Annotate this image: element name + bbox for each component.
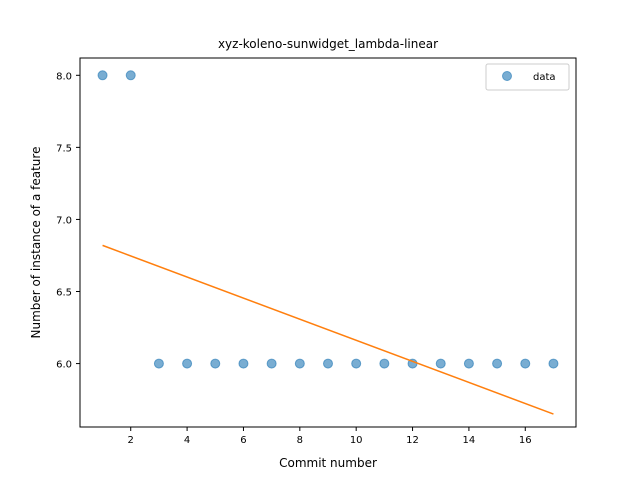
y-tick-label: 6.5 — [56, 288, 72, 299]
data-point — [520, 358, 531, 369]
data-point — [492, 358, 503, 369]
x-tick-label: 14 — [463, 435, 476, 446]
legend: data — [485, 63, 570, 91]
data-point — [125, 70, 136, 81]
y-axis: 6.0 6.5 7.0 7.5 8.0 — [56, 71, 80, 371]
y-tick-label: 8.0 — [56, 71, 72, 82]
y-tick-label: 7.0 — [56, 215, 72, 226]
data-layer — [97, 70, 559, 415]
y-axis-label: Number of instance of a feature — [29, 147, 43, 339]
data-point — [182, 358, 193, 369]
data-point — [379, 358, 390, 369]
legend-label-data: data — [533, 72, 556, 83]
chart-title: xyz-koleno-sunwidget_lambda-linear — [218, 37, 438, 51]
data-point — [294, 358, 305, 369]
x-axis: 2 4 6 8 10 12 14 16 — [128, 427, 532, 446]
y-tick-label: 6.0 — [56, 360, 72, 371]
x-tick-label: 8 — [297, 435, 303, 446]
x-tick-label: 12 — [406, 435, 419, 446]
data-point — [323, 358, 333, 369]
data-point — [238, 358, 249, 369]
data-point — [210, 358, 221, 369]
x-axis-label: Commit number — [279, 456, 377, 470]
x-tick-label: 2 — [128, 435, 134, 446]
data-point — [351, 358, 362, 369]
x-tick-label: 4 — [184, 435, 190, 446]
axes-frame — [79, 57, 577, 428]
data-point — [97, 70, 108, 81]
data-point — [435, 358, 446, 369]
data-point — [266, 358, 277, 369]
x-tick-label: 10 — [350, 435, 363, 446]
data-point — [153, 358, 164, 369]
data-point — [463, 358, 474, 369]
legend-marker-data — [502, 71, 512, 81]
fit-line — [102, 244, 554, 415]
x-tick-label: 16 — [519, 435, 532, 446]
legend-box — [485, 63, 570, 91]
y-tick-label: 7.5 — [56, 143, 72, 154]
x-tick-label: 6 — [240, 435, 246, 446]
data-point — [548, 358, 559, 369]
